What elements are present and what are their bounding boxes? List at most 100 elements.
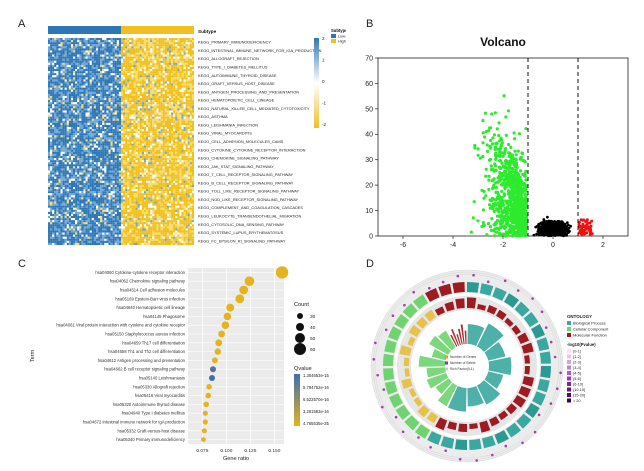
heatmap-cell (150, 40, 153, 43)
heatmap-cell (79, 114, 82, 117)
heatmap-cell (68, 110, 71, 113)
heatmap-cell (70, 102, 74, 105)
heatmap-cell (191, 145, 195, 148)
heatmap-cell (91, 141, 94, 144)
heatmap-cell (116, 75, 119, 78)
heatmap-cell (87, 135, 90, 138)
heatmap-cell (87, 129, 90, 132)
heatmap-cell (62, 147, 65, 150)
heatmap-cell (118, 79, 122, 82)
heatmap-cell (158, 114, 161, 117)
heatmap-cell (123, 147, 126, 150)
heatmap-cell (189, 172, 192, 175)
heatmap-cell (139, 147, 142, 150)
heatmap-cell (52, 127, 55, 130)
heatmap-cell (52, 79, 55, 82)
heatmap-cell (118, 38, 122, 41)
heatmap-cell (141, 164, 144, 167)
heatmap-cell (168, 145, 172, 148)
heatmap-cell (166, 40, 170, 43)
heatmap-cell (95, 52, 99, 55)
heatmap-cell (85, 131, 88, 134)
heatmap-cell (146, 73, 149, 76)
heatmap-cell (112, 166, 115, 169)
heatmap-cell (183, 112, 186, 115)
heatmap-cell (54, 174, 57, 177)
heatmap-cell (121, 75, 124, 78)
heatmap-cell (83, 85, 86, 88)
heatmap-cell (129, 108, 132, 111)
heatmap-cell (156, 137, 159, 140)
heatmap-cell (70, 60, 74, 63)
heatmap-cell (79, 108, 82, 111)
heatmap-cell (141, 114, 144, 117)
heatmap-cell (146, 42, 149, 45)
heatmap-cell (162, 158, 165, 161)
heatmap-cell (102, 127, 105, 130)
heatmap-cell (62, 66, 65, 70)
heatmap-cell (116, 137, 119, 140)
heatmap-cell (89, 98, 92, 101)
heatmap-cell (154, 104, 157, 107)
heatmap-cell (131, 131, 134, 134)
heatmap-cell (54, 83, 57, 86)
heatmap-cell (77, 172, 80, 175)
heatmap-cell (98, 147, 101, 150)
heatmap-cell (187, 75, 190, 78)
heatmap-cell (166, 168, 170, 171)
heatmap-cell (48, 42, 51, 45)
heatmap-cell (189, 114, 192, 117)
heatmap-cell (131, 104, 134, 107)
heatmap-cell (150, 46, 153, 49)
heatmap-cell (98, 91, 101, 94)
heatmap-cell (64, 71, 67, 74)
heatmap-cell (91, 153, 94, 157)
heatmap-cell (143, 122, 147, 125)
heatmap-cell (104, 83, 107, 86)
heatmap-cell (52, 56, 55, 59)
heatmap-cell (135, 124, 138, 128)
heatmap-cell (56, 118, 59, 121)
heatmap-cell (75, 162, 78, 165)
heatmap-cell (181, 54, 184, 57)
heatmap-cell (79, 129, 82, 132)
heatmap-cell (54, 149, 57, 152)
heatmap-cell (73, 60, 76, 63)
heatmap-cell (54, 60, 57, 63)
heatmap-cell (112, 127, 115, 130)
heatmap-cell (160, 102, 163, 105)
heatmap-cell (98, 151, 101, 154)
heatmap-cell (116, 174, 119, 177)
heatmap-cell (125, 160, 128, 163)
heatmap-cell (100, 110, 103, 113)
heatmap-cell (121, 69, 124, 72)
heatmap-cell (89, 164, 92, 167)
heatmap-cell (152, 75, 155, 78)
heatmap-cell (89, 81, 92, 84)
heatmap-cell (177, 170, 180, 173)
heatmap-cell (75, 149, 78, 152)
heatmap-cell (123, 108, 126, 111)
heatmap-cell (183, 44, 186, 47)
heatmap-cell (187, 83, 190, 86)
heatmap-cell (133, 42, 136, 45)
heatmap-cell (110, 64, 113, 68)
heatmap-cell (48, 62, 51, 65)
heatmap-cell (110, 81, 113, 84)
heatmap-cell (48, 164, 51, 167)
heatmap-cell (187, 40, 190, 43)
heatmap-cell (177, 118, 180, 121)
heatmap-cell (87, 149, 90, 152)
heatmap-cell (89, 112, 92, 115)
heatmap-cell (171, 153, 174, 157)
heatmap-cell (81, 73, 84, 76)
heatmap-cell (141, 106, 144, 109)
heatmap-cell (98, 112, 101, 115)
heatmap-cell (185, 162, 188, 165)
heatmap-cell (83, 60, 86, 63)
heatmap-cell (91, 77, 94, 80)
heatmap-cell (121, 139, 124, 142)
heatmap-cell (93, 170, 97, 173)
heatmap-cell (146, 112, 149, 115)
heatmap-cell (95, 48, 99, 51)
